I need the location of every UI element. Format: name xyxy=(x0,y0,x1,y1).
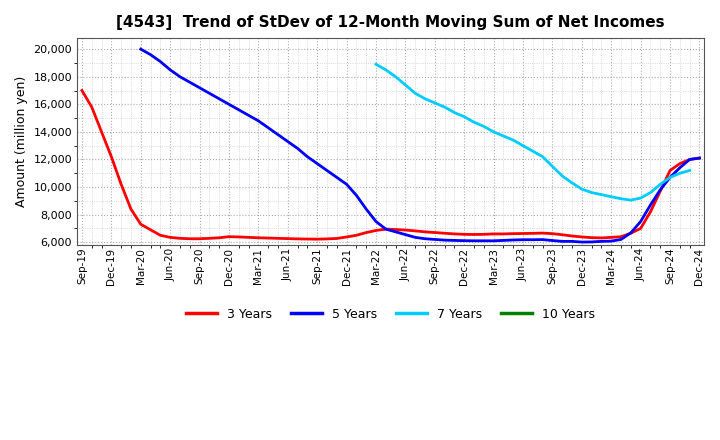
3 Years xyxy=(431,230,439,235)
5 Years xyxy=(509,237,518,242)
5 Years xyxy=(617,237,626,242)
3 Years xyxy=(391,227,400,232)
7 Years xyxy=(518,143,527,148)
7 Years xyxy=(441,104,449,110)
7 Years xyxy=(490,129,498,135)
3 Years xyxy=(490,231,498,237)
7 Years xyxy=(391,74,400,79)
7 Years xyxy=(577,187,586,192)
Line: 3 Years: 3 Years xyxy=(82,91,699,239)
5 Years xyxy=(274,132,282,137)
5 Years xyxy=(675,165,684,170)
7 Years xyxy=(539,154,547,159)
7 Years xyxy=(372,62,380,67)
3 Years xyxy=(313,237,322,242)
7 Years xyxy=(499,133,508,139)
5 Years xyxy=(577,239,586,245)
3 Years xyxy=(342,235,351,240)
7 Years xyxy=(528,149,537,154)
3 Years xyxy=(695,155,703,161)
5 Years xyxy=(695,155,703,161)
7 Years xyxy=(401,82,410,88)
7 Years xyxy=(597,192,606,197)
7 Years xyxy=(666,175,675,180)
7 Years xyxy=(646,190,654,195)
7 Years xyxy=(548,164,557,169)
7 Years xyxy=(626,198,635,203)
5 Years xyxy=(548,238,557,243)
7 Years xyxy=(460,114,469,119)
Legend: 3 Years, 5 Years, 7 Years, 10 Years: 3 Years, 5 Years, 7 Years, 10 Years xyxy=(181,303,600,326)
7 Years xyxy=(636,195,645,201)
Title: [4543]  Trend of StDev of 12-Month Moving Sum of Net Incomes: [4543] Trend of StDev of 12-Month Moving… xyxy=(117,15,665,30)
7 Years xyxy=(656,182,665,187)
3 Years xyxy=(480,232,488,237)
5 Years xyxy=(264,125,272,130)
7 Years xyxy=(607,194,616,199)
7 Years xyxy=(480,124,488,129)
7 Years xyxy=(420,96,429,102)
3 Years xyxy=(78,88,86,93)
7 Years xyxy=(431,100,439,106)
3 Years xyxy=(156,233,165,238)
7 Years xyxy=(558,173,567,179)
Y-axis label: Amount (million yen): Amount (million yen) xyxy=(15,76,28,207)
7 Years xyxy=(567,180,576,186)
7 Years xyxy=(617,196,626,202)
7 Years xyxy=(469,120,478,125)
5 Years xyxy=(136,47,145,52)
7 Years xyxy=(685,168,694,173)
Line: 7 Years: 7 Years xyxy=(376,64,690,200)
Line: 5 Years: 5 Years xyxy=(140,49,699,242)
7 Years xyxy=(382,67,390,73)
7 Years xyxy=(675,171,684,176)
7 Years xyxy=(588,190,596,195)
7 Years xyxy=(411,91,420,96)
7 Years xyxy=(450,110,459,115)
7 Years xyxy=(509,138,518,143)
